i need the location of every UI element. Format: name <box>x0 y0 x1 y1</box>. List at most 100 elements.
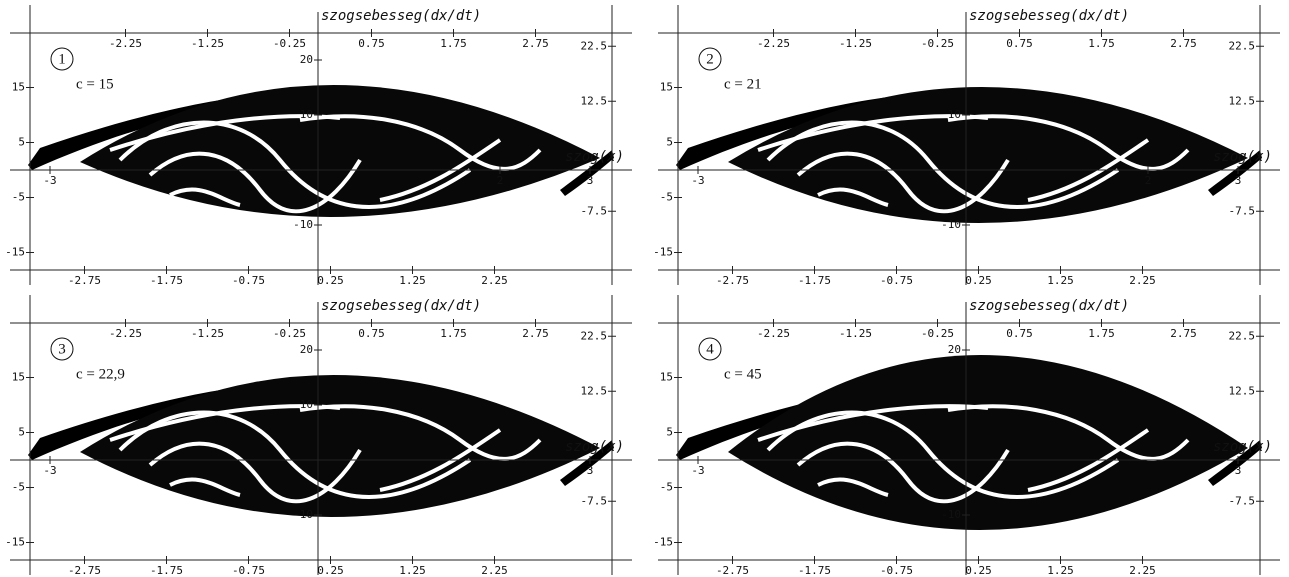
x-tick-label: 1.25 <box>1047 564 1074 577</box>
x-tick-label: 0.25 <box>965 274 992 287</box>
x-tick-label: 3 <box>587 464 594 477</box>
attractor-swirl <box>757 404 989 442</box>
x-tick-label: 1.75 <box>440 37 467 50</box>
x-tick-label: 2.75 <box>522 327 549 340</box>
y-tick-label: 22.5 <box>581 39 608 52</box>
x-tick-label: 2.75 <box>522 37 549 50</box>
x-axis-label: szog(x) <box>1213 439 1272 455</box>
x-tick-label: -0.75 <box>232 274 265 287</box>
x-tick-label: -1.75 <box>798 564 831 577</box>
x-tick-label: -1.25 <box>839 37 872 50</box>
y-tick-label: 10 <box>948 108 961 121</box>
y-tick-label: 15 <box>12 81 25 94</box>
y-tick-label: 22.5 <box>1229 39 1256 52</box>
badge: 3 <box>58 341 66 357</box>
attractor-swirl <box>109 404 341 442</box>
attractor-swirl <box>169 477 241 497</box>
y-tick-label: -10 <box>941 218 961 231</box>
param-label: c = 22,9 <box>76 366 125 382</box>
y-tick-label: -15 <box>653 246 673 259</box>
attractor-swirl <box>148 151 362 214</box>
x-tick-label: -2.75 <box>68 274 101 287</box>
y-tick-label: 5 <box>666 136 673 149</box>
x-tick-label: 1.75 <box>1088 37 1115 50</box>
y-tick-label: 15 <box>660 371 673 384</box>
x-tick-label: -2.75 <box>68 564 101 577</box>
badge-circle <box>50 337 74 361</box>
y-tick-label: -5 <box>12 191 25 204</box>
attractor-swirl <box>766 410 1120 499</box>
x-tick-label: -0.25 <box>921 327 954 340</box>
y-tick-label: -5 <box>660 481 673 494</box>
x-tick-label: 0.25 <box>317 274 344 287</box>
attractor <box>80 84 600 218</box>
y-tick-label: -7.5 <box>1229 204 1256 217</box>
y-tick-label: -7.5 <box>581 204 608 217</box>
param-label: c = 45 <box>724 366 762 382</box>
x-tick-label: -2.25 <box>109 37 142 50</box>
attractor-swirl <box>757 114 989 152</box>
y-tick-label: -15 <box>5 246 25 259</box>
x-tick-label: 3 <box>587 174 594 187</box>
x-tick-label: 1.25 <box>399 564 426 577</box>
y-tick-label: 20 <box>948 343 961 356</box>
x-tick-label: -2.25 <box>757 37 790 50</box>
x-tick-label: -3 <box>691 464 704 477</box>
param-label: c = 21 <box>724 76 762 92</box>
attractor-swirl <box>817 187 889 207</box>
y-tick-label: -7.5 <box>581 494 608 507</box>
y-tick-label: 12.5 <box>581 384 608 397</box>
x-tick-label: -1.75 <box>798 274 831 287</box>
panel: szogsebesseg(dx/dt) szog(x) 2 c = 21 -2.25 -1… <box>653 5 1280 287</box>
attractor-swirl <box>299 114 542 171</box>
x-tick-label: -0.75 <box>232 564 265 577</box>
x-tick-label: 0.25 <box>317 564 344 577</box>
attractor-swirl <box>109 114 341 152</box>
attractor-swirl <box>379 138 502 202</box>
y-tick-label: 22.5 <box>581 329 608 342</box>
y-tick-label: -10 <box>293 218 313 231</box>
x-axis-label: szog(x) <box>1213 149 1272 165</box>
attractor-swirl <box>947 404 1190 461</box>
x-tick-label: 1.75 <box>1088 327 1115 340</box>
x-tick-label: 0.75 <box>358 37 385 50</box>
x-tick-label: 2.75 <box>1170 37 1197 50</box>
x-tick-label: -0.25 <box>273 327 306 340</box>
badge-circle <box>50 47 74 71</box>
attractor-swirl <box>118 120 472 209</box>
x-tick-label: 2.25 <box>481 564 508 577</box>
attractor-swirl <box>379 428 502 492</box>
y-tick-label: -5 <box>660 191 673 204</box>
x-tick-label: 3 <box>1235 174 1242 187</box>
x-tick-label: 2 <box>1145 174 1152 187</box>
y-tick-label: -15 <box>653 536 673 549</box>
attractor-swirl <box>766 120 1120 209</box>
badge: 2 <box>706 51 714 67</box>
y-tick-label: 22.5 <box>1229 329 1256 342</box>
x-tick-label: -1.75 <box>150 274 183 287</box>
x-tick-label: 0.75 <box>1006 37 1033 50</box>
y-tick-label: -10 <box>941 508 961 521</box>
y-tick-label: 5 <box>18 136 25 149</box>
x-tick-label: -2.25 <box>109 327 142 340</box>
y-tick-label: -7.5 <box>1229 494 1256 507</box>
badge-circle <box>698 47 722 71</box>
x-tick-label: 1.25 <box>399 274 426 287</box>
attractor-swirl <box>796 151 1010 214</box>
attractor-tail <box>560 440 614 486</box>
x-tick-label: -1.25 <box>191 327 224 340</box>
y-tick-label: 12.5 <box>1229 384 1256 397</box>
x-tick-label: -1.25 <box>191 37 224 50</box>
y-tick-label: 10 <box>300 108 313 121</box>
y-tick-label: 12.5 <box>581 94 608 107</box>
y-axis-label: szogsebesseg(dx/dt) <box>321 298 481 314</box>
attractor-swirl <box>796 441 1010 504</box>
x-tick-label: 1.75 <box>440 327 467 340</box>
x-tick-label: -0.75 <box>880 564 913 577</box>
attractor-tail <box>1208 440 1262 486</box>
y-tick-label: 20 <box>300 343 313 356</box>
panel: szogsebesseg(dx/dt) szog(x) 4 c = 45 -2.25 -1… <box>653 295 1280 577</box>
attractor-swirl <box>148 441 362 504</box>
x-tick-label: 2.25 <box>481 274 508 287</box>
